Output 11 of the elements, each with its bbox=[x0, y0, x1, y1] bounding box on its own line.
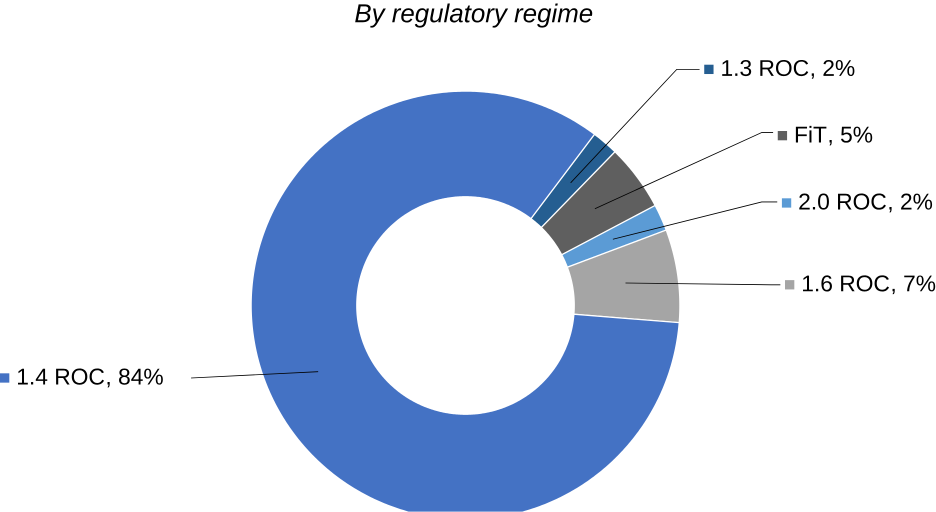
data-label: , 2% bbox=[812, 60, 854, 79]
data-label: , 2% bbox=[889, 194, 932, 213]
legend-label: 1.6 ROC bbox=[803, 276, 890, 292]
legend-label: 1.4 ROC bbox=[18, 368, 104, 385]
data-label: , 5% bbox=[829, 126, 872, 146]
legend-label: 1.3 ROC bbox=[722, 60, 808, 76]
data-label: , 7% bbox=[892, 276, 936, 294]
chart-title: By regulatory regime bbox=[355, 4, 592, 28]
legend-label: 2.0 ROC bbox=[799, 194, 886, 210]
legend-label: FiT bbox=[796, 126, 826, 143]
data-label: , 84% bbox=[107, 368, 163, 388]
